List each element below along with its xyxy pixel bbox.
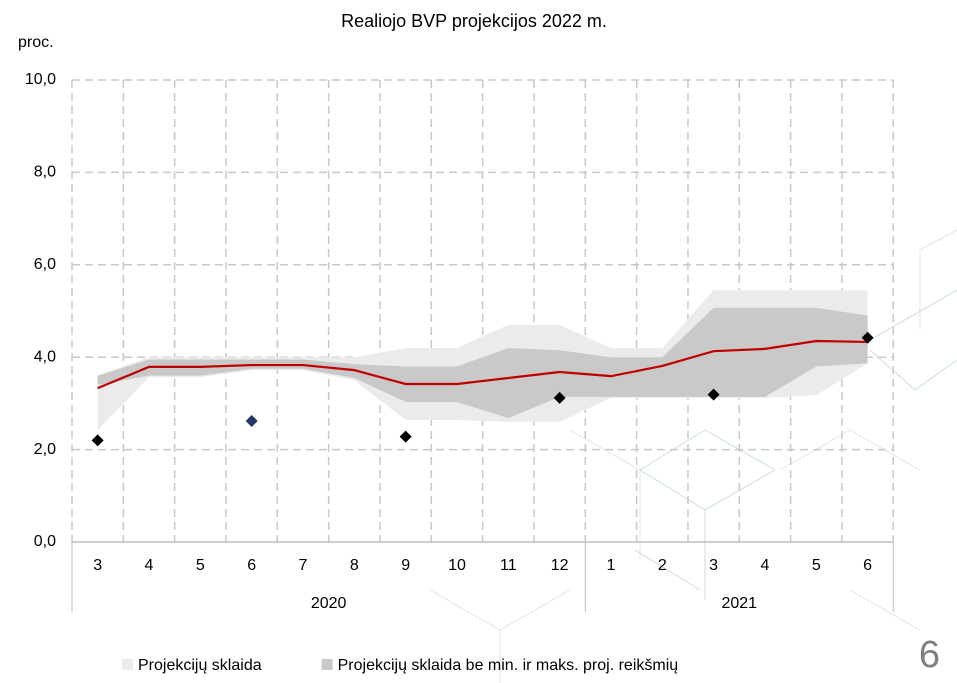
- chart: Realiojo BVP projekcijos 2022 m. proc. 6…: [0, 0, 957, 683]
- x-tick-label: 4: [145, 557, 154, 574]
- x-tick-label: 5: [196, 557, 205, 574]
- x-tick-label: 1: [607, 557, 616, 574]
- x-tick-label: 6: [863, 557, 872, 574]
- y-tick-label: 8,0: [34, 164, 56, 181]
- point-marker: [246, 415, 258, 427]
- x-group-label: 2020: [311, 595, 347, 612]
- x-tick-label: 5: [812, 557, 821, 574]
- page-number: 6: [919, 634, 940, 676]
- x-tick-label: 12: [551, 557, 569, 574]
- x-tick-label: 10: [448, 557, 466, 574]
- y-tick-label: 6,0: [34, 256, 56, 273]
- x-tick-label: 3: [709, 557, 718, 574]
- x-tick-label: 9: [401, 557, 410, 574]
- legend-label: Projekcijų sklaida: [138, 657, 262, 674]
- x-tick-label: 3: [93, 557, 102, 574]
- y-tick-label: 2,0: [34, 441, 56, 458]
- y-tick-label: 0,0: [34, 533, 56, 550]
- legend-label: Projekcijų sklaida be min. ir maks. proj…: [338, 657, 679, 674]
- point-marker: [400, 431, 412, 443]
- y-axis-title: proc.: [18, 34, 54, 51]
- y-tick-label: 4,0: [34, 348, 56, 365]
- background-decoration: [430, 230, 957, 683]
- spread-band: [98, 308, 868, 418]
- chart-title: Realiojo BVP projekcijos 2022 m.: [341, 11, 607, 31]
- x-tick-label: 8: [350, 557, 359, 574]
- x-group-label: 2021: [721, 595, 757, 612]
- legend-swatch: [122, 659, 133, 670]
- x-tick-label: 7: [299, 557, 308, 574]
- legend-swatch: [322, 659, 333, 670]
- point-marker: [92, 434, 104, 446]
- y-tick-label: 10,0: [25, 71, 56, 88]
- x-tick-label: 2: [658, 557, 667, 574]
- x-tick-label: 11: [500, 557, 517, 574]
- x-tick-label: 4: [761, 557, 770, 574]
- x-tick-label: 6: [247, 557, 256, 574]
